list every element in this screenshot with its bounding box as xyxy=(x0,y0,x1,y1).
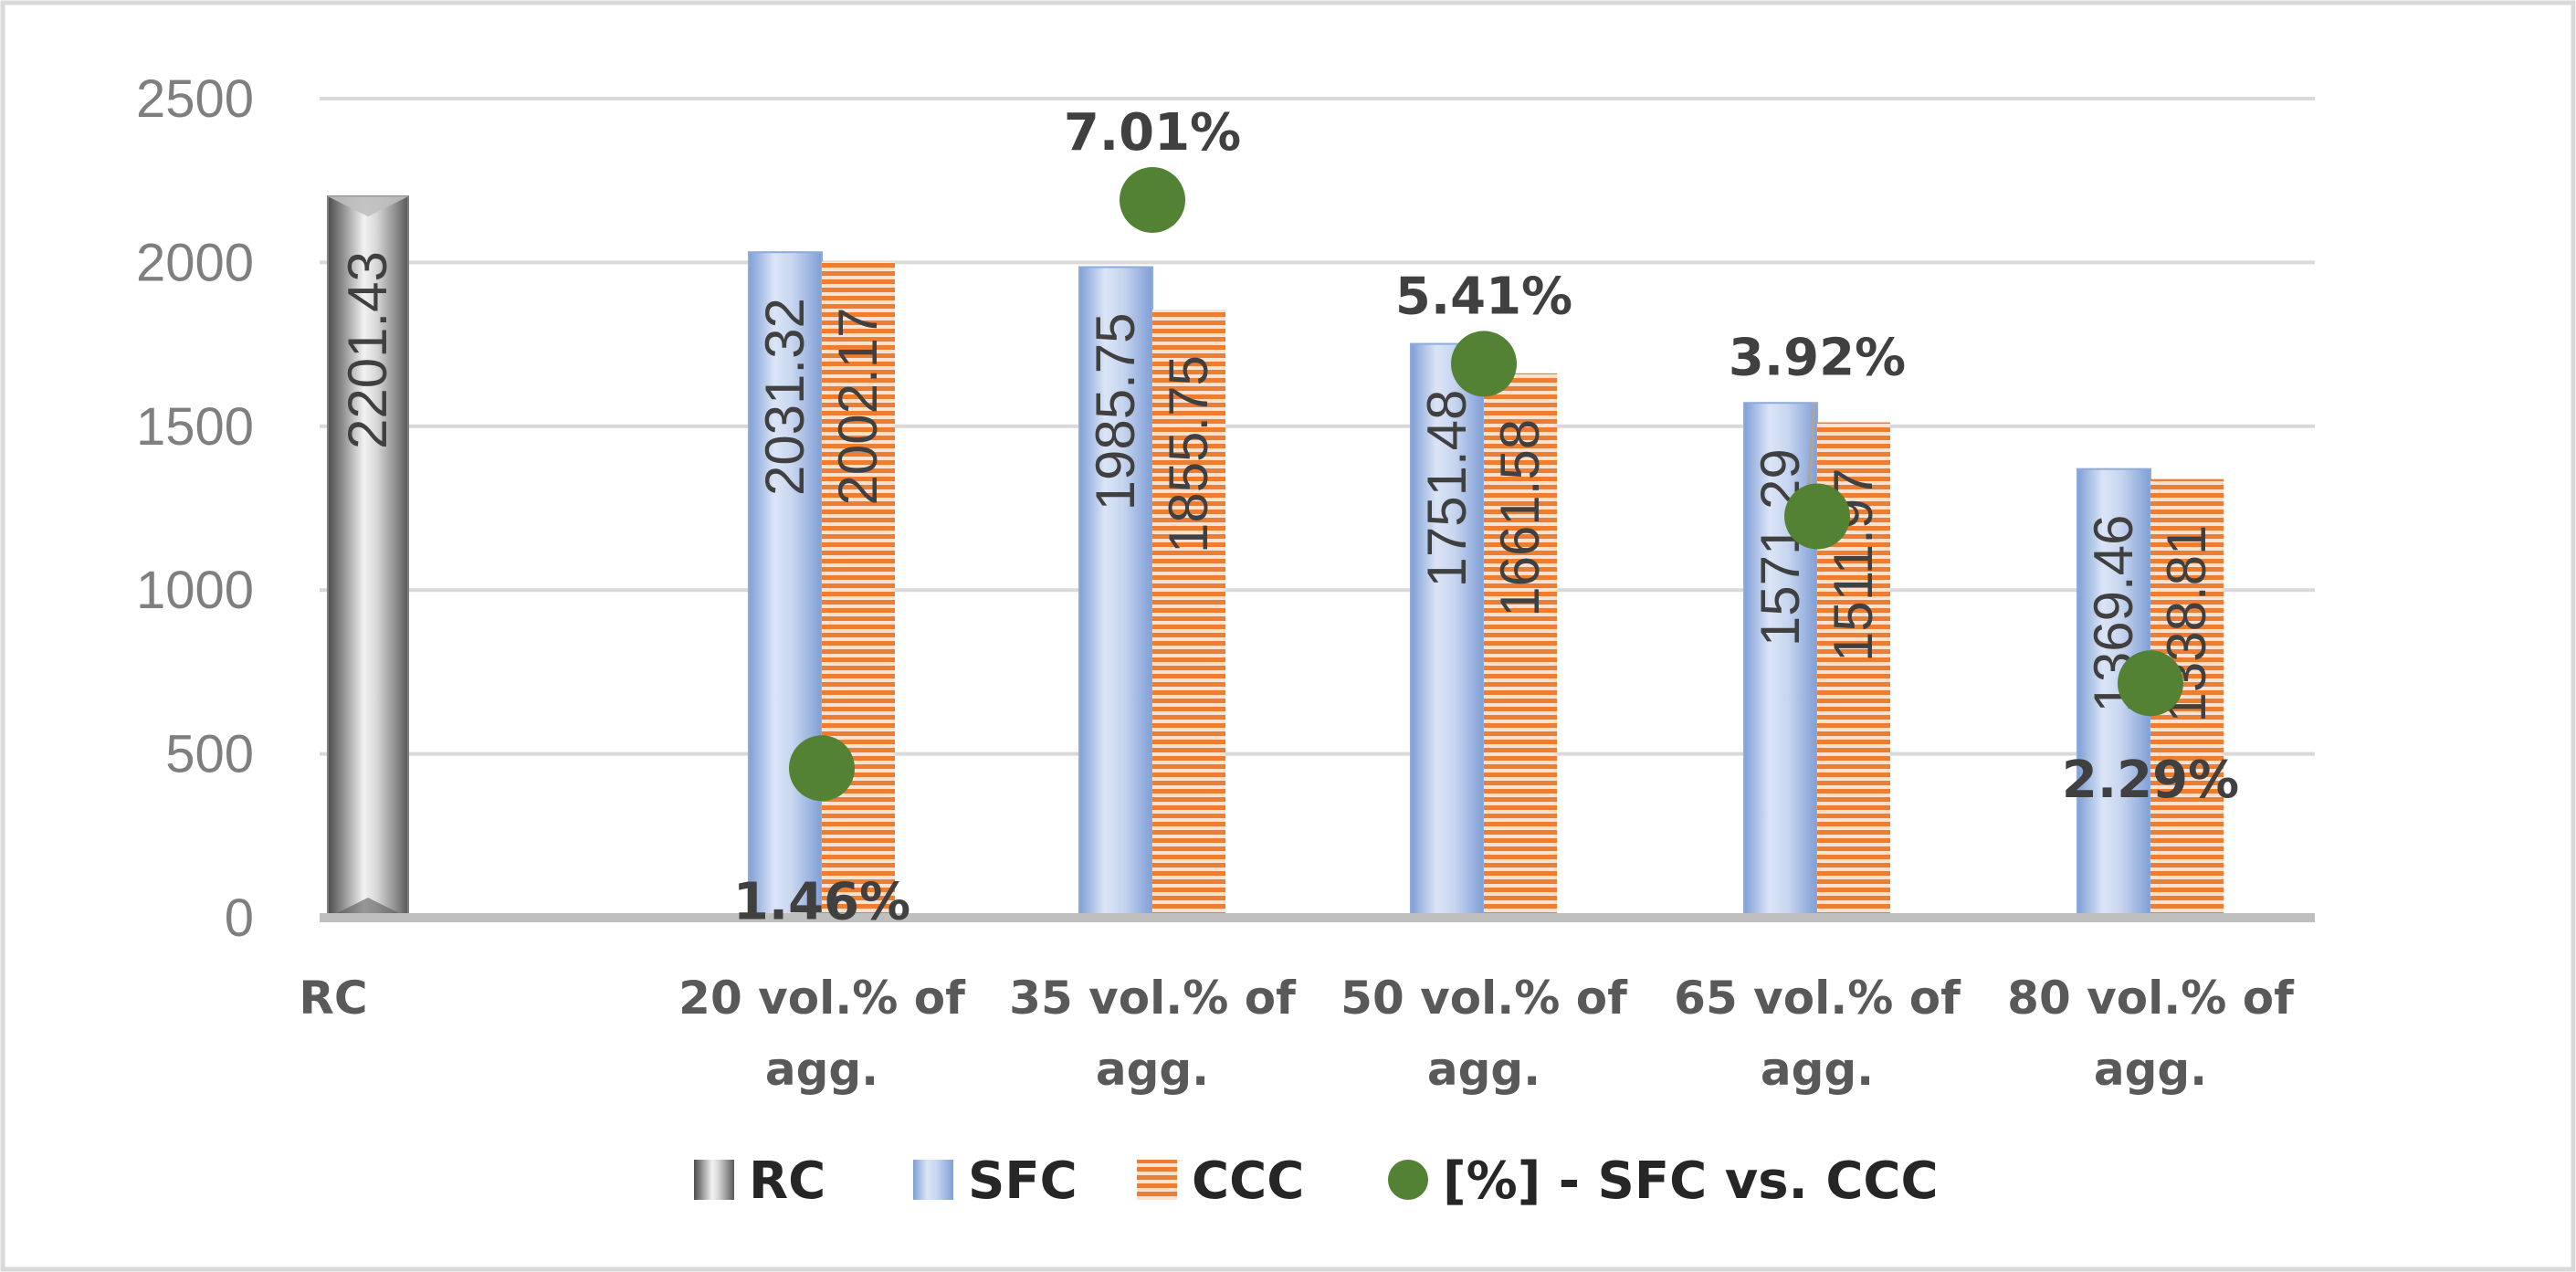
bar-rc-bevel-top-0 xyxy=(328,196,408,217)
legend-swatch-sfc xyxy=(913,1160,953,1200)
pct-label-2: 7.01% xyxy=(1064,103,1241,163)
y-tick-label-0: 0 xyxy=(225,888,254,948)
pct-label-4: 3.92% xyxy=(1729,328,1906,387)
bar-label-ccc-1: 2002.17 xyxy=(827,308,888,506)
bar-sfc-3 xyxy=(1410,342,1485,919)
bar-label-sfc-3: 1751.48 xyxy=(1416,390,1477,588)
pct-marker-1 xyxy=(789,735,855,802)
legend-label-sfc: SFC xyxy=(968,1151,1078,1211)
pct-marker-5 xyxy=(2118,650,2183,717)
bar-label-sfc-1: 2031.32 xyxy=(754,298,815,496)
y-tick-label-1000: 1000 xyxy=(136,561,254,620)
pct-label-5: 2.29% xyxy=(2062,751,2239,810)
x-category-label-1-0: 20 vol.% of xyxy=(678,972,966,1025)
bar-sfc-1 xyxy=(748,251,823,920)
pct-marker-4 xyxy=(1784,483,1850,550)
x-category-label-1-1: agg. xyxy=(765,1043,878,1096)
bar-label-ccc-3: 1661.58 xyxy=(1489,419,1551,617)
pct-label-3: 5.41% xyxy=(1395,267,1572,326)
x-category-label-5-0: 80 vol.% of xyxy=(2007,972,2295,1025)
bar-rc-bevel-bottom-0 xyxy=(328,898,408,918)
legend-swatch-pct xyxy=(1388,1160,1428,1200)
pct-leader-line-4 xyxy=(1806,402,1816,499)
x-category-label-2-1: agg. xyxy=(1096,1043,1209,1096)
y-tick-label-1500: 1500 xyxy=(136,397,254,457)
pct-label-1: 1.46% xyxy=(733,872,910,931)
legend-label-rc: RC xyxy=(749,1151,825,1211)
legend: RC SFC CCC [%] - SFC vs. CCC xyxy=(694,1151,1939,1211)
y-tick-label-2500: 2500 xyxy=(136,69,254,129)
bar-ccc-1 xyxy=(822,261,895,918)
bar-label-rc-0: 2201.43 xyxy=(337,251,398,449)
x-category-label-2-0: 35 vol.% of xyxy=(1009,972,1297,1025)
x-category-label-4-0: 65 vol.% of xyxy=(1674,972,1961,1025)
data-labels: 2201.43 2031.32 2002.17 1985.75 1855.75 1751.… xyxy=(337,103,2239,931)
pct-marker-3 xyxy=(1451,331,1517,397)
x-category-label-5-1: agg. xyxy=(2094,1043,2207,1096)
axes: 0 500 1000 1500 2000 2500 RC 20 vol.% of agg. 35 … xyxy=(136,69,2315,1096)
legend-label-ccc: CCC xyxy=(1192,1151,1304,1211)
legend-swatch-rc xyxy=(694,1160,734,1200)
y-tick-label-2000: 2000 xyxy=(136,233,254,292)
bar-ccc-2 xyxy=(1152,310,1225,919)
legend-label-pct: [%] - SFC vs. CCC xyxy=(1443,1151,1939,1211)
bar-label-sfc-4: 1571.29 xyxy=(1750,448,1811,647)
bar-ccc-3 xyxy=(1484,373,1557,919)
bar-sfc-2 xyxy=(1078,266,1153,920)
legend-swatch-ccc xyxy=(1137,1160,1177,1200)
pct-marker-2 xyxy=(1120,167,1185,234)
x-category-label-0-0: RC xyxy=(299,972,367,1025)
x-category-label-3-0: 50 vol.% of xyxy=(1341,972,1628,1025)
bars xyxy=(327,195,2224,920)
bar-label-ccc-2: 1855.75 xyxy=(1158,355,1219,553)
x-category-label-4-1: agg. xyxy=(1761,1043,1874,1096)
x-category-label-3-1: agg. xyxy=(1427,1043,1540,1096)
bar-label-sfc-2: 1985.75 xyxy=(1085,313,1146,511)
y-tick-label-500: 500 xyxy=(165,725,254,784)
gridlines xyxy=(320,97,2315,756)
